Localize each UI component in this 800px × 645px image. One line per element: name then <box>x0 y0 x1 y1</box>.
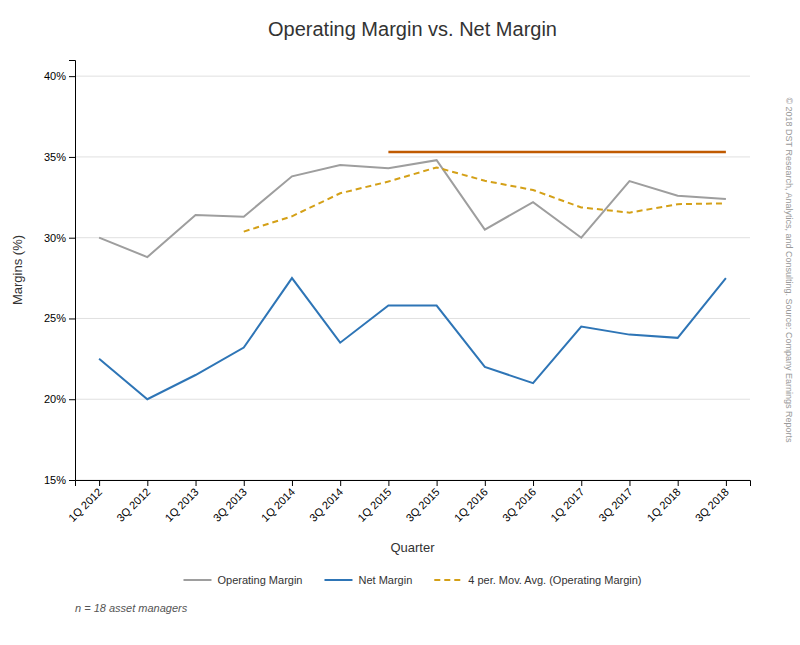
x-tick-mark <box>437 480 438 486</box>
x-tick-mark <box>99 480 100 486</box>
y-tick-mark <box>69 76 75 77</box>
x-tick: 1Q 2013 <box>162 480 200 524</box>
lines <box>99 152 726 399</box>
x-tick: 3Q 2017 <box>596 480 634 524</box>
y-tick-label: 20% <box>44 393 66 405</box>
legend-swatch <box>183 579 211 581</box>
x-tick-label: 3Q 2018 <box>693 486 731 524</box>
y-tick: 25% <box>44 312 75 324</box>
x-tick-mark <box>726 480 727 486</box>
title: Operating Margin vs. Net Margin <box>268 18 557 40</box>
x-tick-label: 3Q 2017 <box>596 486 634 524</box>
legend-item: Operating Margin <box>183 574 302 586</box>
x-tick-label: 1Q 2018 <box>645 486 683 524</box>
series-line <box>244 167 726 231</box>
y-axis: 15% 20% 25% 30% 35% 40% <box>44 61 76 487</box>
x-tick: 3Q 2018 <box>693 480 731 524</box>
legend-swatch <box>434 579 462 581</box>
x-axis-line <box>76 481 751 487</box>
grid-line <box>75 156 750 157</box>
x-tick: 3Q 2016 <box>500 480 538 524</box>
x-tick-mark <box>340 480 341 486</box>
legend-label: 4 per. Mov. Avg. (Operating Margin) <box>468 574 641 586</box>
y-tick-mark <box>69 480 75 481</box>
x-axis-label: Quarter <box>390 540 435 555</box>
x-tick: 1Q 2016 <box>452 480 490 524</box>
x-tick-label: 3Q 2012 <box>114 486 152 524</box>
x-tick-mark <box>629 480 630 486</box>
y-tick: 20% <box>44 393 75 405</box>
series-line <box>99 160 726 257</box>
grid-line <box>75 318 750 319</box>
y-tick-label: 30% <box>44 232 66 244</box>
x-tick-label: 3Q 2015 <box>403 486 441 524</box>
annotation: n = 18 asset managers <box>75 602 188 614</box>
x-tick: 3Q 2014 <box>307 480 345 524</box>
x-tick: 1Q 2015 <box>355 480 393 524</box>
x-tick-mark <box>678 480 679 486</box>
legend-item: 4 per. Mov. Avg. (Operating Margin) <box>434 574 641 586</box>
x-tick-mark <box>533 480 534 486</box>
legend-label: Operating Margin <box>217 574 302 586</box>
x-tick-label: 1Q 2012 <box>66 486 104 524</box>
x-tick-label: 3Q 2013 <box>211 486 249 524</box>
x-tick: 1Q 2012 <box>66 480 104 524</box>
x-tick: 3Q 2015 <box>403 480 441 524</box>
x-tick-mark <box>292 480 293 486</box>
x-tick-mark <box>581 480 582 486</box>
x-tick-label: 1Q 2016 <box>452 486 490 524</box>
y-tick-label: 35% <box>44 151 66 163</box>
legend-swatch <box>324 579 352 581</box>
y-tick: 35% <box>44 151 75 163</box>
y-tick-mark <box>69 399 75 400</box>
y-tick-label: 25% <box>44 312 66 324</box>
x-tick-label: 1Q 2017 <box>548 486 586 524</box>
x-tick-label: 1Q 2013 <box>162 486 200 524</box>
y-tick: 40% <box>44 70 75 82</box>
x-tick: 1Q 2017 <box>548 480 586 524</box>
legend-label: Net Margin <box>358 574 412 586</box>
x-tick-mark <box>388 480 389 486</box>
reference-line <box>388 151 726 154</box>
watermark: © 2018 DST Research, Analytics, and Cons… <box>784 97 794 443</box>
grid-line <box>75 237 750 238</box>
y-tick-mark <box>69 318 75 319</box>
y-axis-line <box>69 61 76 481</box>
legend-item: Net Margin <box>324 574 412 586</box>
x-tick: 1Q 2018 <box>645 480 683 524</box>
x-tick-label: 1Q 2015 <box>355 486 393 524</box>
x-tick-mark <box>196 480 197 486</box>
x-tick-mark <box>244 480 245 486</box>
x-tick-label: 3Q 2014 <box>307 486 345 524</box>
series-line <box>99 278 726 399</box>
grid-line <box>75 76 750 77</box>
grid <box>75 76 750 480</box>
x-tick: 1Q 2014 <box>259 480 297 524</box>
y-tick: 15% <box>44 474 75 486</box>
y-tick-mark <box>69 238 75 239</box>
y-tick-mark <box>69 157 75 158</box>
x-tick-mark <box>485 480 486 486</box>
y-tick-label: 40% <box>44 70 66 82</box>
y-tick: 30% <box>44 232 75 244</box>
x-tick: 3Q 2013 <box>211 480 249 524</box>
chart: 1Q 2012 3Q 2012 1Q 2013 3Q 2013 1Q 2014 3Q 20… <box>0 0 800 645</box>
x-axis: 1Q 2012 3Q 2012 1Q 2013 3Q 2013 1Q 2014 3Q 20… <box>66 480 751 524</box>
plot-area: 1Q 2012 3Q 2012 1Q 2013 3Q 2013 1Q 2014 3Q 20… <box>44 61 751 524</box>
y-axis-label: Margins (%) <box>10 235 25 305</box>
legend: Operating Margin Net Margin 4 per. Mov. Av… <box>183 574 641 586</box>
x-tick-label: 3Q 2016 <box>500 486 538 524</box>
x-tick: 3Q 2012 <box>114 480 152 524</box>
grid-line <box>75 399 750 400</box>
x-tick-mark <box>147 480 148 486</box>
x-tick-label: 1Q 2014 <box>259 486 297 524</box>
y-tick-label: 15% <box>44 474 66 486</box>
